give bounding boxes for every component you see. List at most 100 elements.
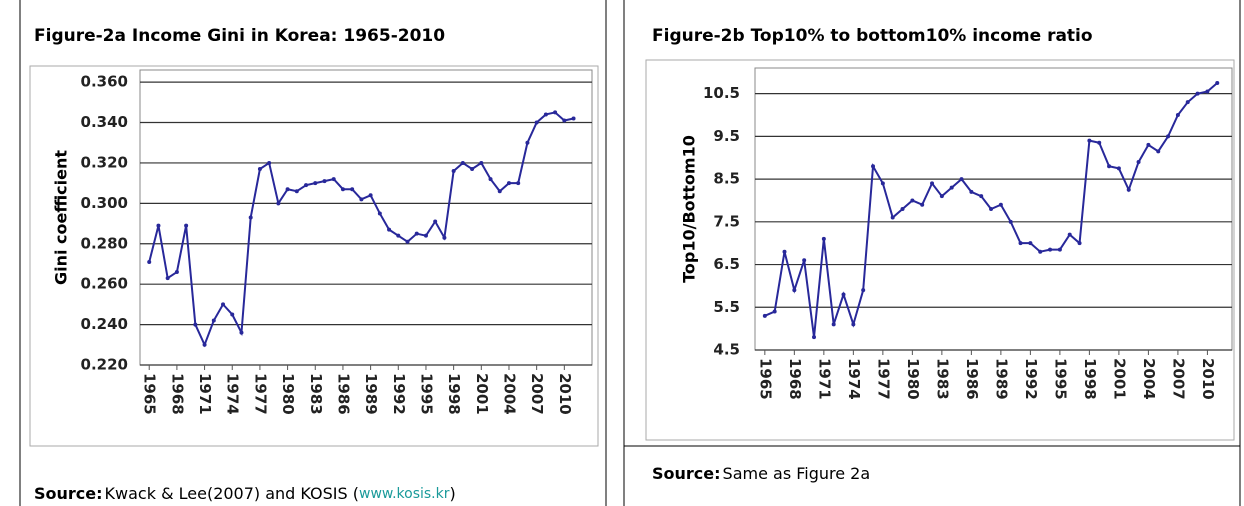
- data-point: [184, 223, 189, 228]
- x-tick-label: 2007: [1169, 358, 1187, 400]
- data-point: [851, 322, 856, 327]
- y-tick-label: 0.320: [81, 153, 128, 171]
- data-point: [239, 330, 244, 335]
- data-point: [920, 202, 925, 207]
- data-point: [1087, 138, 1092, 143]
- data-point: [460, 160, 465, 165]
- data-point: [405, 239, 410, 244]
- data-point: [543, 112, 548, 117]
- source-end: ): [449, 484, 455, 503]
- x-tick-label: 2004: [500, 373, 518, 415]
- data-point: [1116, 166, 1121, 171]
- data-point: [782, 249, 787, 254]
- data-point: [1146, 142, 1151, 147]
- data-point: [387, 227, 392, 232]
- data-point: [989, 207, 994, 211]
- y-tick-label: 6.5: [713, 255, 740, 273]
- source-note: Source: Kwack & Lee(2007) and KOSIS (www.…: [34, 484, 456, 503]
- data-point: [1077, 241, 1082, 246]
- x-tick-label: 1983: [933, 358, 951, 400]
- data-point: [304, 183, 309, 188]
- data-point: [930, 181, 935, 186]
- x-tick-label: 1971: [196, 373, 214, 415]
- y-tick-label: 0.340: [81, 113, 128, 131]
- data-point: [939, 194, 944, 199]
- x-tick-label: 1977: [251, 373, 269, 415]
- y-tick-label: 0.260: [81, 275, 128, 293]
- data-point: [433, 219, 438, 224]
- y-axis-label: Top10/Bottom10: [680, 135, 699, 283]
- x-tick-label: 1968: [786, 358, 804, 400]
- data-point: [506, 181, 511, 186]
- x-tick-label: 1980: [279, 373, 297, 415]
- data-point: [959, 177, 964, 182]
- data-point: [553, 110, 558, 115]
- data-point: [861, 288, 866, 293]
- data-point: [871, 164, 876, 169]
- data-point: [841, 292, 846, 297]
- chart-title: Figure-2b Top10% to bottom10% income rat…: [652, 26, 1093, 46]
- y-tick-label: 7.5: [713, 212, 740, 230]
- source-label: Source:: [652, 464, 721, 483]
- data-point: [571, 116, 576, 121]
- x-tick-label: 2010: [1199, 358, 1217, 400]
- data-point: [211, 318, 216, 323]
- y-tick-label: 5.5: [713, 298, 740, 316]
- data-point: [156, 223, 161, 228]
- data-point: [1136, 160, 1141, 164]
- x-tick-label: 1995: [1051, 358, 1069, 400]
- data-point: [470, 167, 475, 172]
- data-point: [193, 322, 198, 327]
- data-point: [1175, 113, 1180, 117]
- data-point: [174, 270, 179, 275]
- y-tick-label: 0.220: [81, 356, 128, 374]
- data-point: [479, 160, 484, 165]
- data-point: [202, 342, 207, 347]
- data-point: [285, 187, 290, 192]
- data-point: [267, 160, 272, 165]
- chart-frame: [29, 65, 599, 447]
- data-point: [230, 312, 235, 317]
- x-tick-label: 1998: [1081, 358, 1099, 400]
- data-point: [562, 118, 567, 123]
- x-tick-label: 2010: [556, 373, 574, 415]
- y-tick-label: 8.5: [713, 170, 740, 188]
- data-point: [313, 181, 318, 186]
- data-point: [442, 235, 447, 240]
- data-point: [831, 322, 836, 327]
- data-point: [350, 187, 355, 192]
- data-point: [377, 211, 382, 216]
- data-point: [900, 207, 905, 211]
- data-point: [534, 120, 539, 125]
- data-point: [1215, 80, 1220, 85]
- y-tick-label: 0.240: [81, 315, 128, 333]
- data-point: [488, 177, 493, 182]
- data-point: [802, 258, 807, 263]
- y-tick-label: 0.280: [81, 234, 128, 252]
- source-text: Kwack & Lee(2007) and KOSIS (: [105, 484, 359, 503]
- x-tick-label: 1977: [874, 358, 892, 400]
- data-point: [165, 276, 170, 281]
- y-tick-label: 9.5: [713, 127, 740, 145]
- data-point: [1067, 232, 1072, 237]
- x-tick-label: 2001: [473, 373, 491, 415]
- data-point: [1185, 100, 1190, 105]
- x-tick-label: 1974: [224, 373, 242, 415]
- data-point: [762, 313, 767, 318]
- data-point: [414, 231, 419, 236]
- data-point: [1057, 247, 1062, 252]
- data-point: [396, 233, 401, 238]
- data-point: [257, 167, 262, 172]
- data-point: [1195, 91, 1200, 96]
- y-axis-label: Gini coefficient: [52, 150, 71, 285]
- source-text: Same as Figure 2a: [723, 464, 871, 483]
- data-line: [148, 111, 574, 348]
- data-point: [359, 197, 364, 202]
- data-point: [949, 185, 954, 190]
- y-tick-label: 10.5: [703, 84, 740, 102]
- data-point: [525, 140, 530, 145]
- x-tick-label: 1974: [845, 358, 863, 400]
- x-tick-label: 2001: [1110, 358, 1128, 400]
- data-point: [340, 187, 345, 192]
